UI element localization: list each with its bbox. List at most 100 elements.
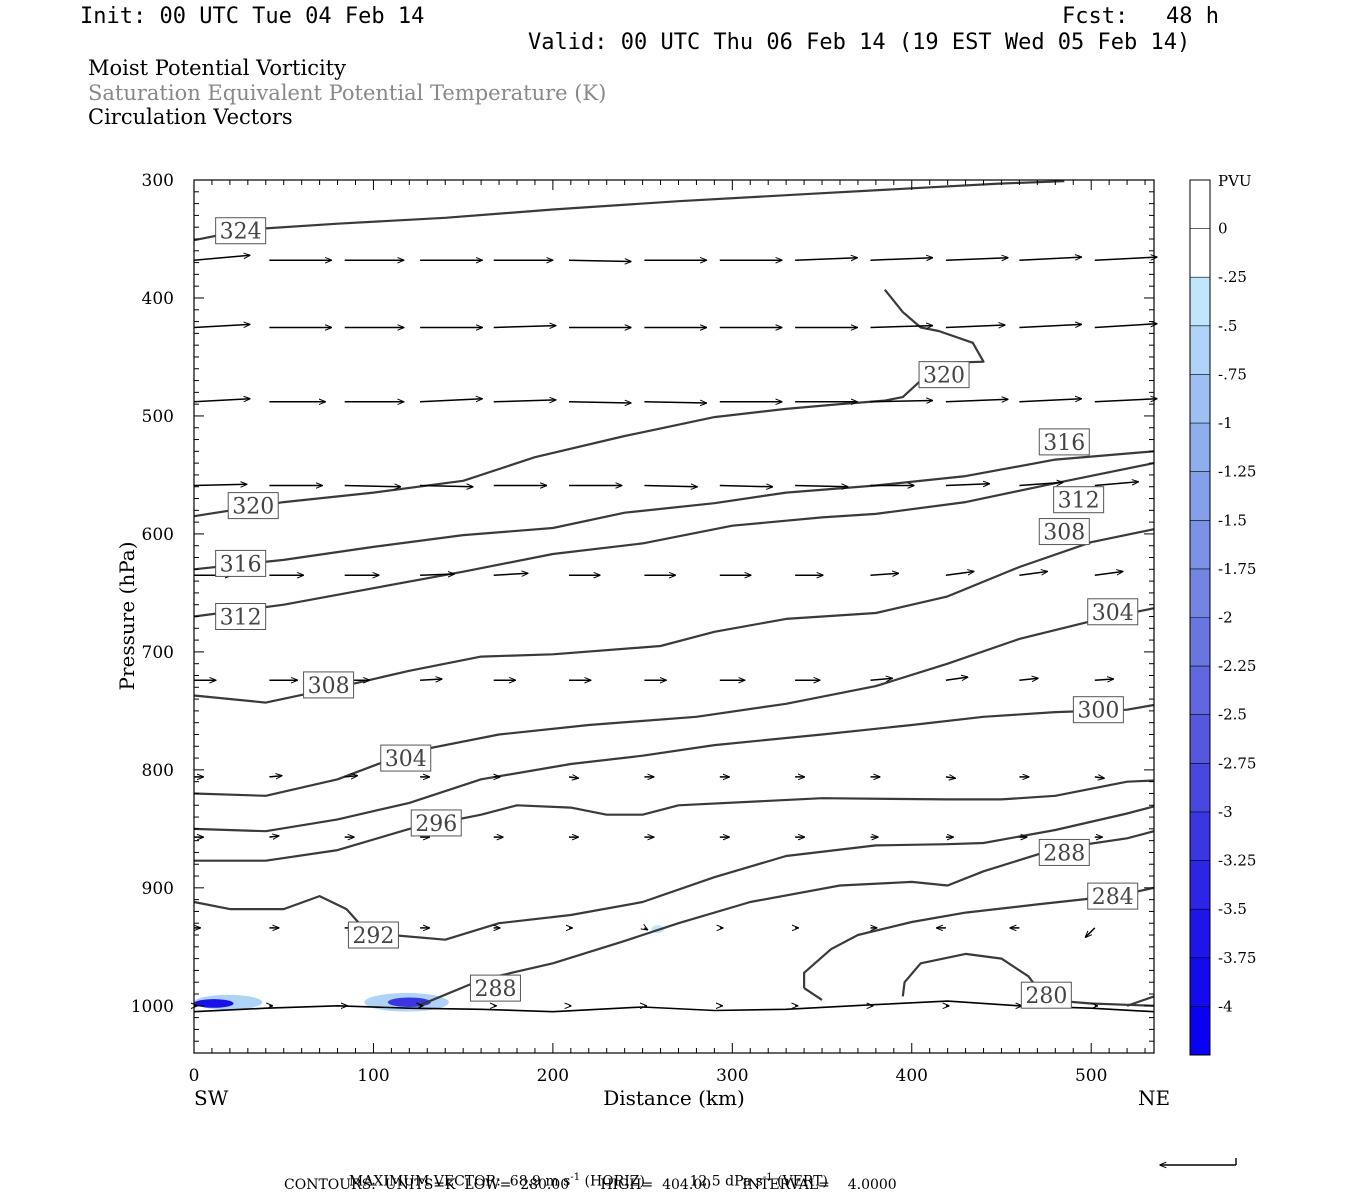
vector-7-1	[269, 836, 278, 837]
max-vector-vert: 12.5 dPa s	[689, 1173, 763, 1190]
colorbar-label-16: -4	[1218, 997, 1233, 1015]
colorbar-swatch-4	[1190, 374, 1210, 424]
vector-5-9	[870, 678, 893, 680]
vector-3-10	[945, 484, 989, 486]
title-mpv: Moist Potential Vorticity	[88, 56, 346, 80]
colorbar-swatch-3	[1190, 325, 1210, 375]
contour-296-7	[194, 779, 1155, 862]
pv-shading-1	[194, 999, 234, 1008]
vector-3-8	[795, 486, 848, 487]
contour-label-3: 312	[220, 606, 262, 631]
x-end-label-ne: NE	[1138, 1086, 1170, 1110]
colorbar-label-14: -3.5	[1218, 900, 1247, 918]
colorbar-label-4: -1	[1218, 414, 1233, 432]
colorbar-label-2: -.5	[1218, 317, 1237, 335]
title-vectors: Circulation Vectors	[88, 105, 293, 129]
axes-layer: 300 400 500 600 700 800 900 1000 0 100 200 300 400 50…	[131, 171, 1154, 1086]
contour-324-0	[193, 180, 1065, 242]
contour-label-box-16	[1087, 882, 1139, 910]
vector-0-5	[568, 260, 631, 261]
colorbar-swatch-14	[1190, 860, 1210, 910]
vector-3-7	[719, 486, 773, 487]
vector-6-12	[1094, 777, 1104, 778]
y-axis-title: Pressure (hPa)	[115, 542, 139, 691]
colorbar-swatch-10	[1190, 666, 1210, 716]
contour-label-box-17	[1020, 981, 1072, 1009]
contour-label-17: 280	[1025, 984, 1067, 1009]
colorbar-swatch-12	[1190, 763, 1210, 813]
forecast-label: Fcst:	[1062, 4, 1129, 29]
vector-5-12	[1094, 679, 1114, 680]
vector-3-11	[1019, 482, 1062, 487]
vector-8-6	[644, 928, 647, 930]
colorbar-label-5: -1.25	[1218, 463, 1256, 481]
colorbar-swatch-13	[1190, 811, 1210, 862]
vector-1-0	[193, 324, 250, 329]
contour-label-13: 304	[1092, 601, 1134, 626]
contour-label-10: 316	[1043, 431, 1085, 456]
colorbar-swatch-6	[1190, 471, 1210, 521]
vector-3-12	[1094, 482, 1138, 487]
colorbar-swatch-15	[1190, 909, 1210, 959]
vector-3-6	[644, 486, 697, 487]
y-tick-label-300: 300	[142, 171, 174, 191]
colorbar: PVU 0 -.25 -.5 -.75 -1 -1.25 -1.5 -1.75 -2 -2.25 -2…	[1189, 172, 1256, 1056]
contour-label-box-13	[1087, 598, 1139, 626]
colorbar-swatch-5	[1190, 423, 1210, 473]
colorbar-swatch-17	[1190, 1006, 1210, 1056]
vector-2-5	[568, 402, 631, 403]
circulation-vectors-layer	[194, 255, 1157, 1006]
colorbar-label-12: -3	[1218, 803, 1233, 821]
max-vector-label: MAXIMUM VECTOR:	[348, 1173, 501, 1190]
vector-3-3	[420, 486, 473, 487]
vector-8-12	[1086, 927, 1096, 937]
contour-label-box-4	[303, 671, 355, 699]
colorbar-label-0: 0	[1218, 220, 1228, 238]
contour-316-2	[193, 450, 1155, 571]
y-tick-label-1000: 1000	[131, 997, 174, 1017]
y-tick-label-600: 600	[142, 525, 174, 545]
contour-label-box-5	[380, 744, 432, 772]
contour-300-6	[193, 703, 1155, 833]
colorbar-title: PVU	[1218, 172, 1252, 190]
vector-2-6	[644, 402, 706, 403]
contour-312-3	[193, 462, 1155, 618]
contour-label-0: 324	[220, 220, 262, 245]
vector-0-9	[870, 258, 933, 261]
contour-label-12: 308	[1043, 521, 1085, 546]
contour-label-9: 320	[923, 364, 965, 389]
contour-label-16: 284	[1092, 885, 1134, 910]
contour-label-8: 288	[474, 977, 516, 1002]
contour-label-2: 316	[220, 552, 262, 577]
vector-2-0	[193, 399, 250, 403]
vector-1-10	[945, 325, 1005, 328]
y-tick-label-900: 900	[142, 879, 174, 899]
max-vector-vert-unit: (VERT)	[777, 1173, 828, 1190]
vector-4-10	[945, 572, 974, 576]
vector-4-9	[870, 573, 899, 575]
vector-6-5	[568, 777, 578, 778]
vector-1-11	[1019, 324, 1081, 329]
contour-label-box-7	[347, 921, 399, 949]
vector-4-4	[493, 573, 528, 575]
contour-label-7: 292	[352, 924, 394, 949]
contour-label-box-6	[410, 809, 462, 837]
contour-label-box-3	[215, 603, 267, 630]
surface-line	[193, 1000, 1155, 1013]
colorbar-label-10: -2.5	[1218, 706, 1247, 724]
colorbar-swatch-0	[1190, 180, 1210, 230]
vector-2-12	[1094, 399, 1157, 403]
contour-label-6: 296	[415, 812, 457, 837]
y-tick-label-500: 500	[142, 407, 174, 427]
colorbar-label-13: -3.25	[1218, 852, 1256, 870]
contour-320-1	[193, 289, 985, 518]
y-tick-label-700: 700	[142, 643, 174, 663]
contour-280-11	[803, 987, 823, 1001]
contour-label-box-11	[1053, 486, 1105, 514]
vector-6-10	[945, 777, 955, 778]
max-vector-horiz: 68.9 m s	[509, 1173, 571, 1190]
vector-2-10	[945, 399, 1008, 402]
contour-label-11: 312	[1058, 489, 1100, 514]
vector-0-8	[795, 258, 857, 261]
vector-4-11	[1019, 572, 1047, 576]
